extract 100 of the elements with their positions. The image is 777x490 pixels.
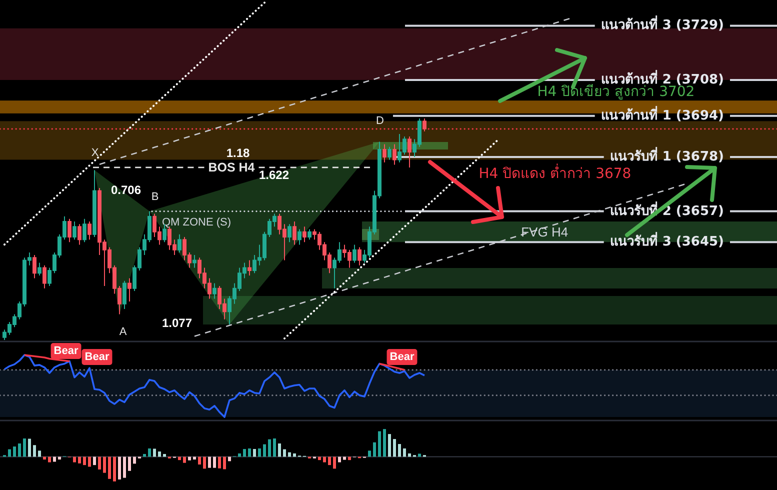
bar [133,456,136,464]
bar [143,454,146,457]
bar [23,438,26,457]
bar [78,456,81,464]
candlestick [92,170,96,238]
bar [213,456,216,468]
bar [123,456,126,478]
bar [98,456,101,470]
bar [178,456,181,460]
bar [383,429,386,457]
bar [268,439,271,457]
bar [238,453,241,457]
bar [293,453,296,457]
bar [108,456,111,479]
candlestick [308,228,312,240]
bar [348,456,351,460]
candlestick [42,264,46,289]
bar [253,448,256,457]
candlestick [298,228,302,246]
bar [273,438,276,457]
candlestick [192,254,196,268]
candlestick [292,221,296,246]
candlestick [128,278,132,302]
annotation: X [91,147,100,159]
bar [208,456,211,468]
bar [103,456,106,473]
bar [223,456,226,470]
bar [403,448,406,457]
bar [33,445,36,457]
bar [113,456,116,482]
bar [338,456,341,462]
bar [343,456,346,460]
candlestick [88,221,92,240]
annotation: Bear [390,351,415,363]
bar [218,456,221,468]
bar [163,454,166,457]
bar [58,456,61,460]
bar [83,456,86,466]
candlestick [72,221,76,240]
bar [48,456,51,462]
annotation: Bear [84,351,110,363]
annotation: A [119,326,128,338]
bar [373,442,376,457]
bar [188,456,191,460]
bar [198,456,201,465]
ref-line-label: QM ZONE (S) [162,216,232,228]
bar [18,443,21,457]
bar [368,450,371,457]
annotation: B [151,191,159,203]
bar [53,456,56,462]
candlestick [122,280,126,310]
bar [93,456,96,466]
bar [28,438,31,457]
candlestick [212,282,216,300]
annotation: 0.706 [110,183,142,197]
ref-line-label: แนวรับที่ 3 (3645) [610,232,724,250]
annotation: H4 ปิดแดง ต่ำกว่า 3678 [478,164,632,182]
bar [333,456,336,469]
band-label: FVG H4 [521,224,568,240]
bar [278,443,281,457]
bar [153,448,156,457]
bar [43,456,46,460]
candlestick [78,224,82,246]
candlestick [422,118,426,132]
candlestick [32,254,36,279]
candlestick [178,234,182,254]
bar [388,434,391,457]
bar [283,449,286,457]
bar [203,456,206,469]
bar [398,444,401,457]
bar [418,454,421,457]
bar [13,446,16,457]
ref-line-label: BOS H4 [208,160,255,174]
bar [393,439,396,457]
bar [258,448,261,457]
candlestick [352,244,356,264]
bar [228,456,231,462]
candlestick [68,218,72,243]
annotation: D [376,115,384,127]
bar [8,449,11,457]
annotation: 1.18 [226,146,250,160]
bar [148,448,151,457]
ref-line-label: แนวรับที่ 1 (3678) [610,146,724,165]
bar [118,456,121,480]
bar [73,456,76,462]
candlestick [38,262,42,276]
candlestick [358,246,362,266]
bar [378,431,381,457]
bar [183,456,186,463]
annotation: Bear [54,345,79,357]
candlestick [382,144,386,163]
bar [288,452,291,457]
annotation: 1.077 [162,316,192,330]
candlestick [288,224,292,243]
ref-line-label: แนวต้านที่ 3 (3729) [600,15,724,34]
candlestick [248,260,252,276]
bar [318,456,321,460]
bar [248,448,251,457]
bar [128,456,131,471]
bar [243,448,246,457]
